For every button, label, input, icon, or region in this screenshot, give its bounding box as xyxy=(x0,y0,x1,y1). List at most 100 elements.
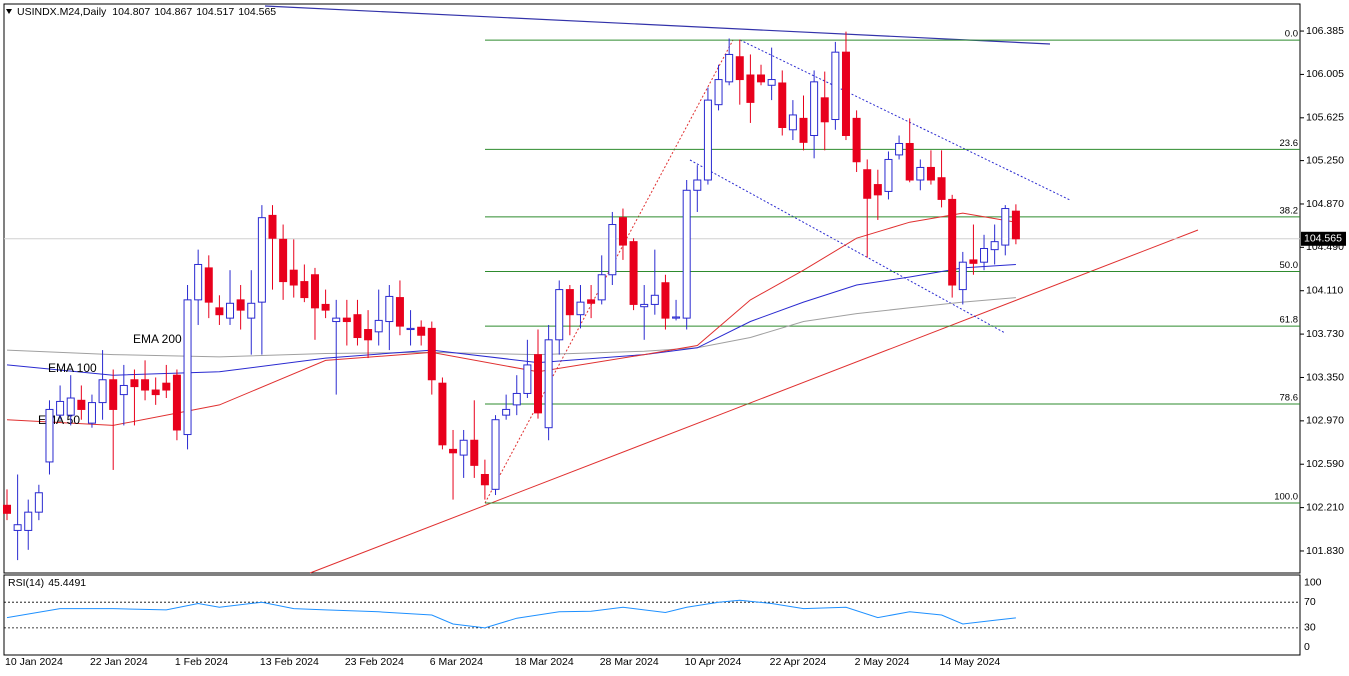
y-tick-label: 101.830 xyxy=(1306,545,1344,557)
candle-body xyxy=(342,317,351,323)
candle-body xyxy=(820,97,829,123)
candle-body xyxy=(969,259,978,264)
candle-body xyxy=(130,379,139,388)
y-tick-label: 105.625 xyxy=(1306,112,1344,124)
price-box xyxy=(1301,231,1346,246)
candle-body xyxy=(34,492,43,513)
candle-body xyxy=(247,302,256,319)
candle-body xyxy=(268,214,277,239)
candle-body xyxy=(937,177,946,200)
candle-body xyxy=(226,302,235,319)
candle-body xyxy=(3,504,11,514)
x-tick-label: 14 May 2024 xyxy=(940,656,1001,668)
candle-body xyxy=(502,408,511,416)
candle-body xyxy=(119,384,128,396)
ema-line xyxy=(6,297,1016,358)
candle-body xyxy=(353,314,362,339)
candle-body xyxy=(841,51,850,136)
x-tick-label: 28 Mar 2024 xyxy=(600,656,659,668)
rsi-panel xyxy=(3,574,1301,656)
candle-body xyxy=(470,439,479,466)
ema-label: EMA 200 xyxy=(133,332,182,346)
y-tick-label: 103.350 xyxy=(1306,371,1344,383)
candle-body xyxy=(895,142,904,156)
candle-body xyxy=(491,419,500,490)
candle-body xyxy=(693,179,702,191)
candle-body xyxy=(948,198,957,286)
candle-body xyxy=(1011,210,1020,240)
candle-body xyxy=(162,382,171,391)
y-tick-label: 104.870 xyxy=(1306,198,1344,210)
candle-body xyxy=(332,317,341,323)
candle-body xyxy=(555,289,564,341)
candle-body xyxy=(151,389,160,396)
candle-body xyxy=(279,238,288,283)
x-tick-label: 1 Feb 2024 xyxy=(175,656,228,668)
candle-body xyxy=(608,224,617,276)
candle-body xyxy=(512,392,521,406)
candle-body xyxy=(661,282,670,319)
x-tick-label: 23 Feb 2024 xyxy=(345,656,404,668)
open-price: 104.807 xyxy=(112,6,150,18)
trendline xyxy=(309,229,1199,574)
fib-label: 50.0 xyxy=(1280,260,1299,271)
candle-body xyxy=(682,189,691,319)
candle-body xyxy=(13,524,22,531)
rsi-tick-label: 70 xyxy=(1304,596,1316,608)
y-tick-label: 102.970 xyxy=(1306,415,1344,427)
trendlines xyxy=(264,5,1199,574)
candle-body xyxy=(714,79,723,106)
candle-body xyxy=(788,114,797,131)
candle-body xyxy=(650,294,659,305)
x-tick-label: 22 Apr 2024 xyxy=(770,656,827,668)
candle-body xyxy=(289,269,298,286)
candle-body xyxy=(618,217,627,246)
candle-body xyxy=(427,327,436,381)
candle-body xyxy=(799,117,808,143)
candle-body xyxy=(45,408,54,463)
candle-body xyxy=(310,274,319,309)
candle-body xyxy=(810,81,819,136)
candle-body xyxy=(204,267,213,303)
candle-body xyxy=(141,379,150,391)
candle-body xyxy=(98,379,107,404)
candle-body xyxy=(884,158,893,192)
candle-body xyxy=(565,289,574,316)
candle-body xyxy=(385,295,394,323)
x-tick-label: 18 Mar 2024 xyxy=(515,656,574,668)
trendline xyxy=(264,5,1051,45)
candle-body xyxy=(24,511,33,531)
candle-body xyxy=(87,402,96,424)
candle-body xyxy=(926,166,935,181)
y-tick-label: 106.385 xyxy=(1306,25,1344,37)
candle-body xyxy=(406,327,415,331)
candle-body xyxy=(746,74,755,103)
fib-label: 100.0 xyxy=(1274,492,1298,503)
close-price: 104.565 xyxy=(238,6,276,18)
candle-body xyxy=(417,326,426,336)
candle-body xyxy=(629,241,638,305)
candle-body xyxy=(831,51,840,121)
y-tick-label: 105.250 xyxy=(1306,154,1344,166)
x-tick-label: 10 Jan 2024 xyxy=(5,656,63,668)
rsi-name: RSI(14) xyxy=(8,577,44,589)
rsi-tick-label: 100 xyxy=(1304,577,1322,589)
candle-body xyxy=(374,319,383,333)
candle-body xyxy=(873,184,882,196)
candle-body xyxy=(990,241,999,251)
low-price: 104.517 xyxy=(196,6,234,18)
candle-body xyxy=(640,303,649,308)
candle-body xyxy=(183,299,192,436)
candle-body xyxy=(778,82,787,129)
chart-header: USINDX.M24,Daily 104.807 104.867 104.517 104… xyxy=(17,6,276,18)
y-tick-label: 104.110 xyxy=(1306,285,1343,297)
ema-line xyxy=(6,264,1016,376)
candle-body xyxy=(321,303,330,311)
ema-line xyxy=(6,212,1016,426)
menu-arrow[interactable] xyxy=(6,9,12,14)
candle-body xyxy=(587,299,596,304)
candle-body xyxy=(77,399,86,410)
x-tick-label: 2 May 2024 xyxy=(855,656,910,668)
symbol: USINDX.M24,Daily xyxy=(17,6,107,18)
